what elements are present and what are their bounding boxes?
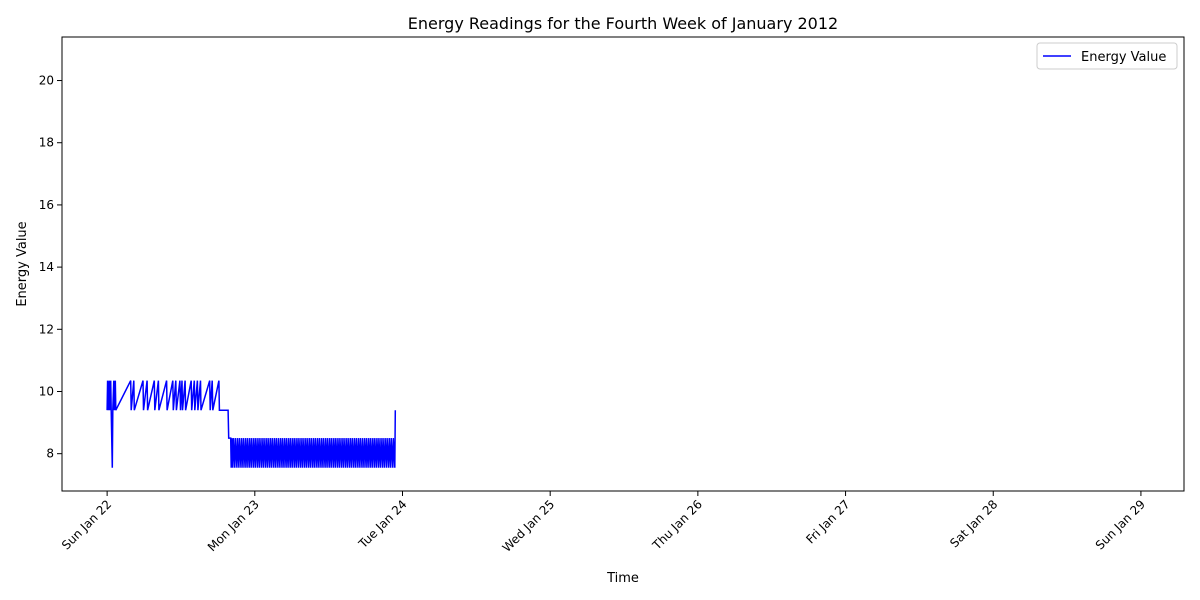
x-tick-label: Sat Jan 28 [947,497,1000,550]
chart-title: Energy Readings for the Fourth Week of J… [408,14,838,33]
y-tick-label: 10 [39,384,54,398]
y-tick-label: 20 [39,74,54,88]
series-line-energy-value [106,380,397,468]
y-tick-label: 14 [39,260,54,274]
y-axis-label: Energy Value [15,221,30,306]
x-tick-label: Mon Jan 23 [205,497,262,554]
x-tick-label: Wed Jan 25 [500,497,558,555]
x-tick-label: Tue Jan 24 [355,497,409,551]
x-tick-label: Thu Jan 26 [649,497,705,553]
y-tick-label: 12 [39,322,54,336]
legend-label: Energy Value [1081,50,1166,65]
x-ticks: Sun Jan 22 Mon Jan 23 Tue Jan 24 Wed Jan 25… [59,491,1148,555]
y-tick-label: 8 [46,447,54,461]
x-tick-label: Sun Jan 29 [1093,497,1148,552]
y-ticks: 8 10 12 14 16 18 20 [39,74,62,461]
plot-area [61,36,1185,492]
legend-box [1036,42,1178,70]
axes-frame [61,36,1185,492]
x-tick-label: Sun Jan 22 [59,497,114,552]
y-tick-label: 16 [39,198,54,212]
x-tick-label: Fri Jan 27 [803,497,852,546]
x-axis-label: Time [606,571,639,586]
legend: Energy Value [1036,42,1178,70]
y-tick-label: 18 [39,136,54,150]
